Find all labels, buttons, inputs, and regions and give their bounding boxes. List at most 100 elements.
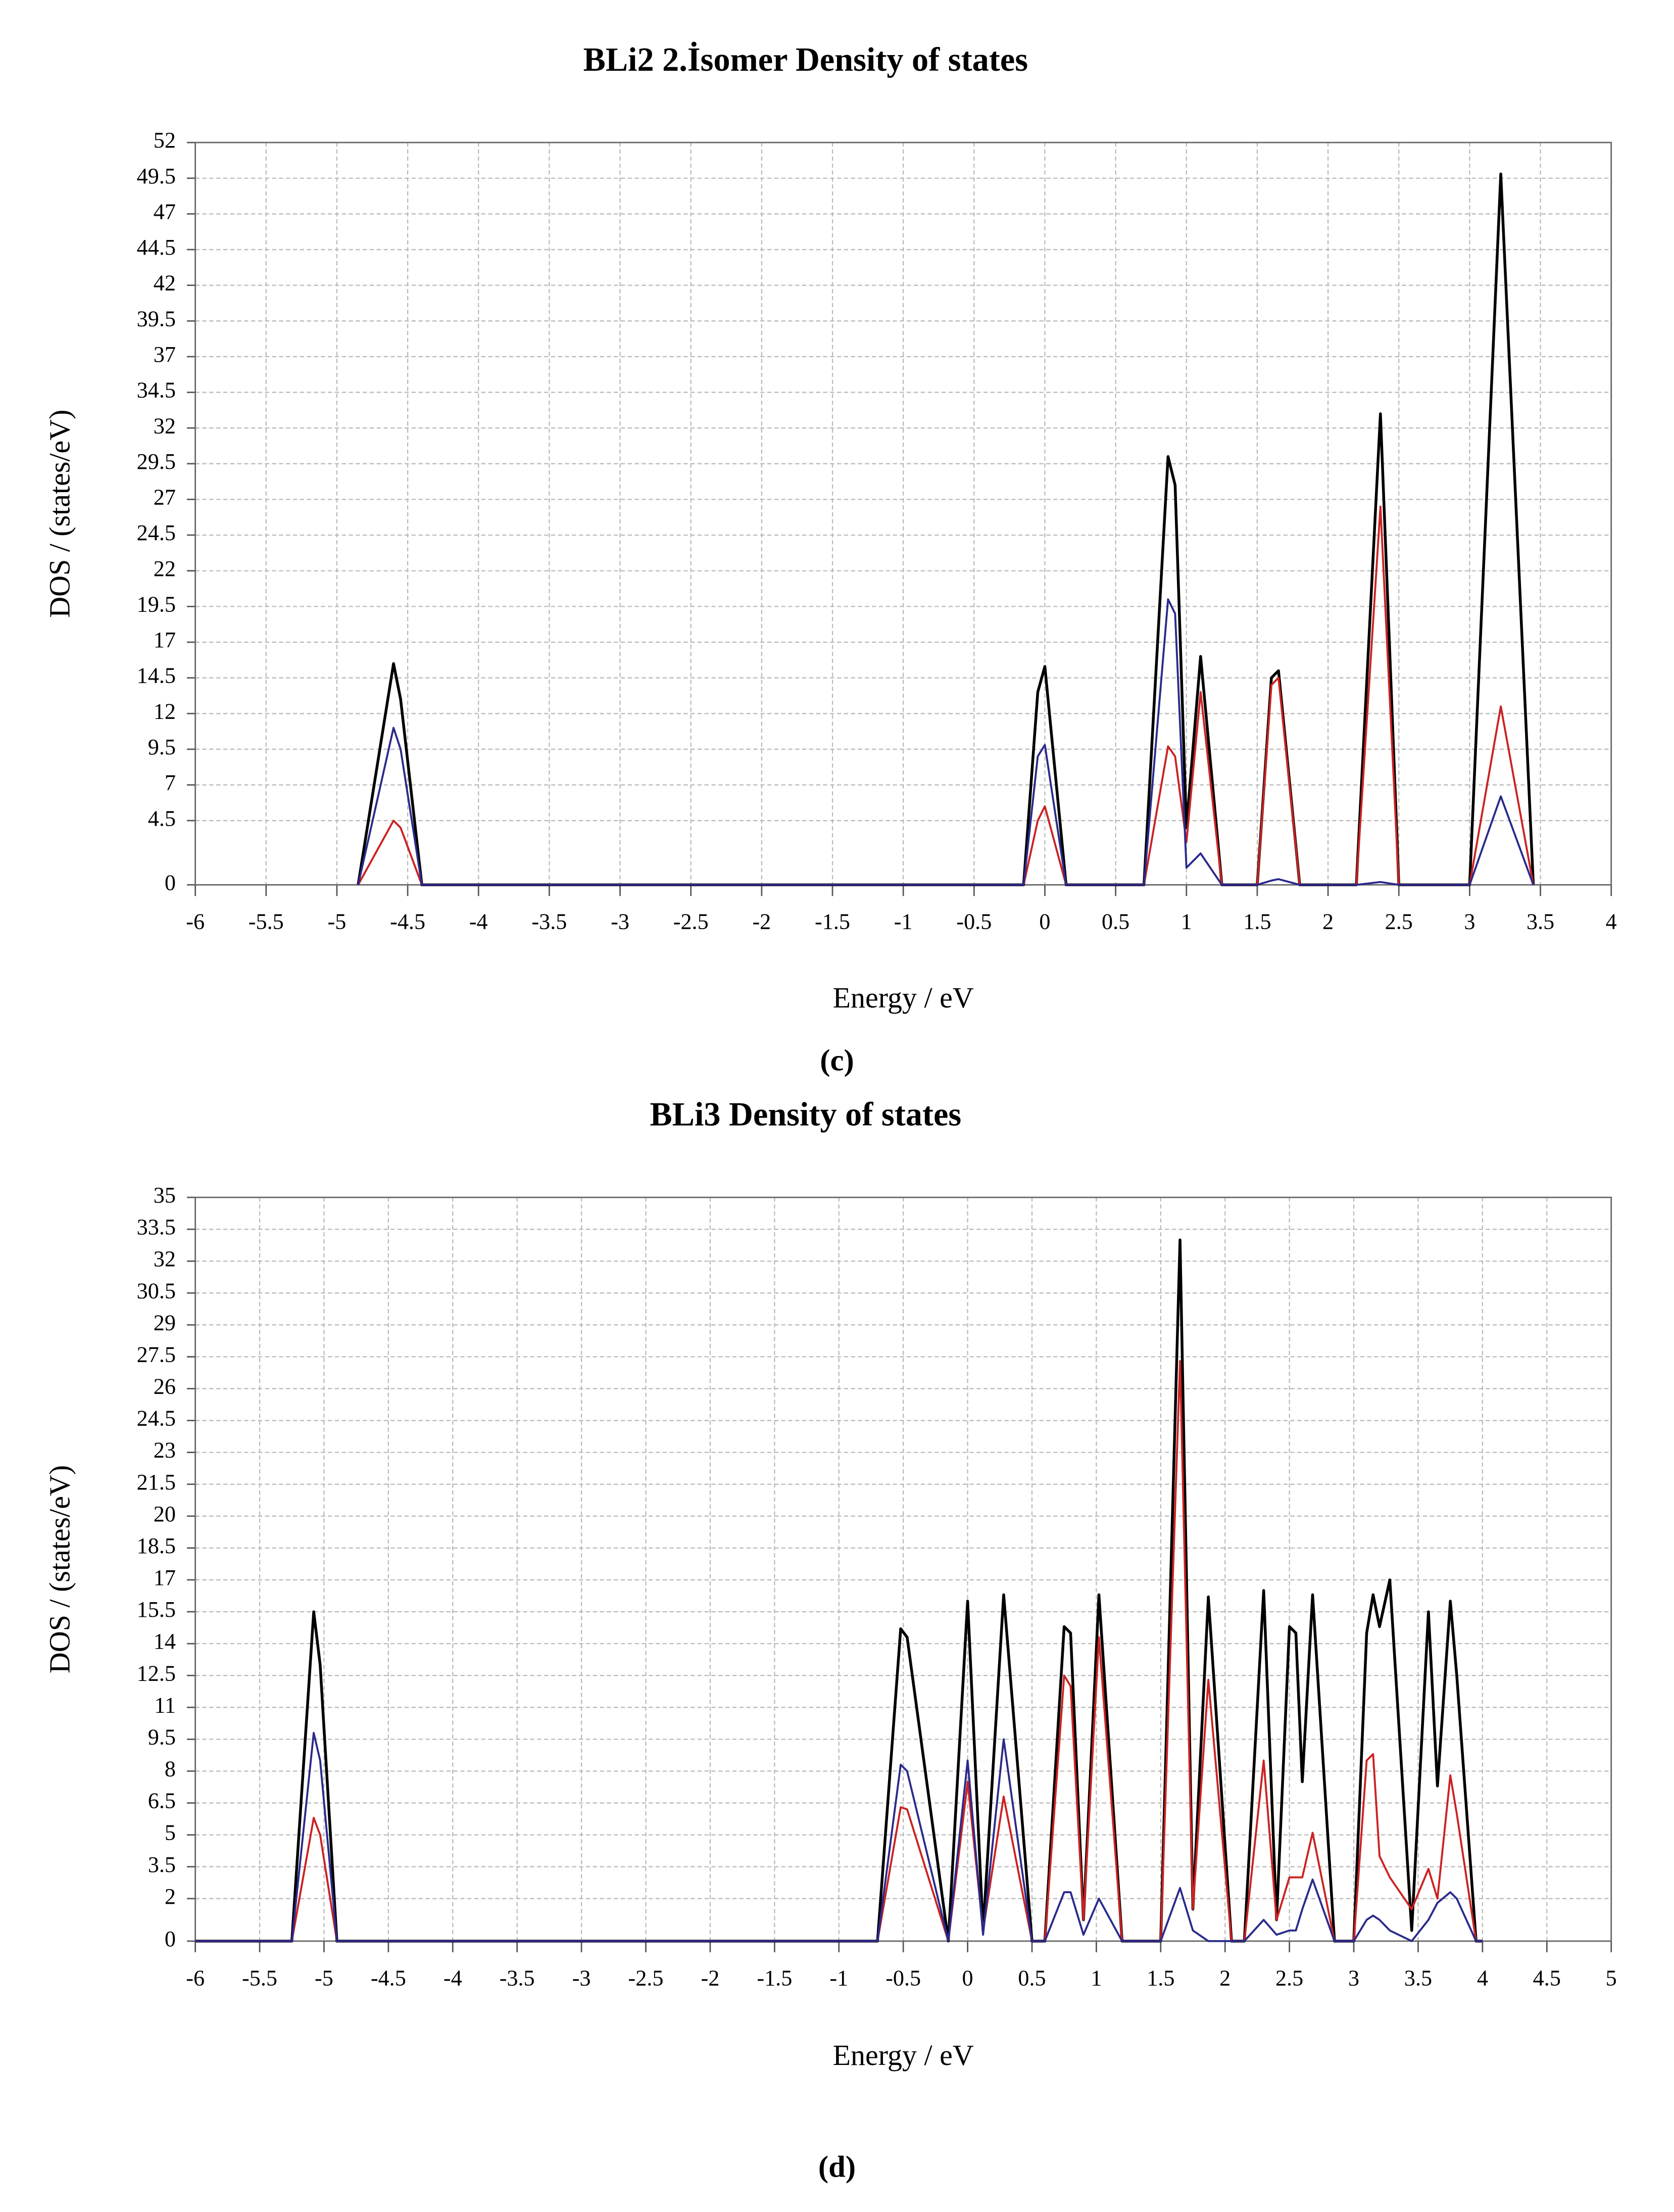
- x-tick-label: -2: [752, 909, 771, 934]
- x-tick-label: 0: [1039, 909, 1050, 934]
- x-tick-label: -2.5: [673, 909, 709, 934]
- y-tick-label: 39.5: [137, 306, 176, 331]
- y-tick-label: 34.5: [137, 378, 176, 403]
- y-tick-label: 52: [154, 128, 176, 153]
- series-line: [357, 505, 1535, 886]
- x-tick-label: 4: [1606, 909, 1617, 934]
- x-tick-label: -1.5: [757, 1965, 792, 1990]
- x-tick-label: 0: [962, 1965, 973, 1990]
- series-line: [357, 598, 1535, 886]
- x-tick-label: 2.5: [1275, 1965, 1303, 1990]
- y-tick-label: 49.5: [137, 164, 176, 188]
- y-tick-label: 5: [165, 1820, 176, 1845]
- y-tick-label: 29: [154, 1310, 176, 1335]
- x-tick-label: -5: [315, 1965, 333, 1990]
- x-tick-label: 2.5: [1385, 909, 1413, 934]
- x-tick-label: -5: [328, 909, 347, 934]
- x-tick-label: -2: [701, 1965, 720, 1990]
- y-axis-title: DOS / (states/eV): [43, 1465, 76, 1673]
- x-tick-label: -3: [572, 1965, 591, 1990]
- x-tick-label: 5: [1606, 1965, 1617, 1990]
- series-line: [195, 1360, 1483, 1942]
- x-tick-label: -1.5: [815, 909, 850, 934]
- x-tick-label: -5.5: [249, 909, 284, 934]
- x-tick-label: -4.5: [371, 1965, 406, 1990]
- y-tick-label: 30.5: [137, 1278, 176, 1303]
- x-tick-label: -0.5: [885, 1965, 921, 1990]
- y-tick-label: 3.5: [148, 1852, 176, 1877]
- y-tick-label: 4.5: [148, 806, 176, 831]
- x-tick-label: -6: [186, 909, 205, 934]
- y-tick-label: 0: [165, 870, 176, 895]
- x-tick-label: -2.5: [628, 1965, 664, 1990]
- y-tick-label: 20: [154, 1502, 176, 1526]
- y-tick-label: 37: [154, 342, 176, 367]
- x-tick-label: -3.5: [500, 1965, 535, 1990]
- x-tick-label: -0.5: [956, 909, 992, 934]
- y-tick-label: 11: [154, 1693, 176, 1717]
- series-line: [195, 1238, 1483, 1943]
- y-tick-label: 2: [165, 1884, 176, 1909]
- y-tick-label: 0: [165, 1927, 176, 1951]
- y-axis-title: DOS / (states/eV): [43, 410, 76, 618]
- x-tick-label: -1: [894, 909, 913, 934]
- x-tick-label: 3.5: [1404, 1965, 1432, 1990]
- y-tick-label: 12: [154, 699, 176, 724]
- x-tick-label: -4.5: [390, 909, 425, 934]
- y-tick-label: 14.5: [137, 663, 176, 688]
- y-tick-label: 27.5: [137, 1342, 176, 1367]
- x-tick-label: 1: [1091, 1965, 1102, 1990]
- y-tick-label: 22: [154, 556, 176, 581]
- series-line: [357, 172, 1535, 887]
- x-tick-label: 4.5: [1533, 1965, 1561, 1990]
- y-tick-label: 27: [154, 485, 176, 510]
- y-tick-label: 33.5: [137, 1215, 176, 1239]
- y-tick-label: 14: [154, 1629, 176, 1654]
- x-tick-label: 2: [1322, 909, 1334, 934]
- y-tick-label: 6.5: [148, 1789, 176, 1813]
- caption: (d): [818, 2150, 856, 2184]
- y-tick-label: 26: [154, 1374, 176, 1399]
- y-tick-label: 18.5: [137, 1533, 176, 1558]
- x-tick-label: 3: [1464, 909, 1475, 934]
- y-tick-label: 24.5: [137, 1406, 176, 1431]
- y-tick-label: 29.5: [137, 449, 176, 474]
- y-tick-label: 9.5: [148, 1724, 176, 1749]
- x-tick-label: 0.5: [1018, 1965, 1046, 1990]
- y-tick-label: 44.5: [137, 235, 176, 260]
- x-tick-label: -4: [444, 1965, 462, 1990]
- x-tick-label: -5.5: [242, 1965, 277, 1990]
- x-tick-label: 1.5: [1243, 909, 1271, 934]
- y-tick-label: 19.5: [137, 592, 176, 616]
- y-tick-label: 35: [154, 1183, 176, 1208]
- y-tick-label: 47: [154, 199, 176, 224]
- y-tick-label: 9.5: [148, 735, 176, 759]
- plot-frame: [194, 1196, 1612, 1942]
- x-tick-label: 4: [1477, 1965, 1488, 1990]
- y-tick-label: 23: [154, 1438, 176, 1463]
- x-tick-label: -3.5: [531, 909, 567, 934]
- x-tick-label: 1.5: [1147, 1965, 1174, 1990]
- y-tick-label: 32: [154, 1246, 176, 1271]
- y-tick-label: 12.5: [137, 1661, 176, 1686]
- x-axis-title: Energy / eV: [833, 981, 974, 1014]
- y-tick-label: 17: [154, 1565, 176, 1590]
- y-tick-label: 21.5: [137, 1470, 176, 1495]
- x-tick-label: 3.5: [1527, 909, 1554, 934]
- x-tick-label: 0.5: [1102, 909, 1129, 934]
- chart-title: BLi3 Density of states: [650, 1096, 962, 1133]
- series-line: [195, 1732, 1483, 1942]
- chart-title: BLi2 2.İsomer Density of states: [583, 41, 1028, 78]
- caption: (c): [820, 1044, 854, 1078]
- y-tick-label: 15.5: [137, 1597, 176, 1622]
- y-tick-label: 7: [165, 771, 176, 795]
- x-tick-label: -3: [611, 909, 629, 934]
- y-tick-label: 24.5: [137, 520, 176, 545]
- y-tick-label: 17: [154, 628, 176, 652]
- x-tick-label: 1: [1181, 909, 1192, 934]
- x-tick-label: 3: [1348, 1965, 1359, 1990]
- y-tick-label: 8: [165, 1757, 176, 1782]
- x-tick-label: -6: [186, 1965, 205, 1990]
